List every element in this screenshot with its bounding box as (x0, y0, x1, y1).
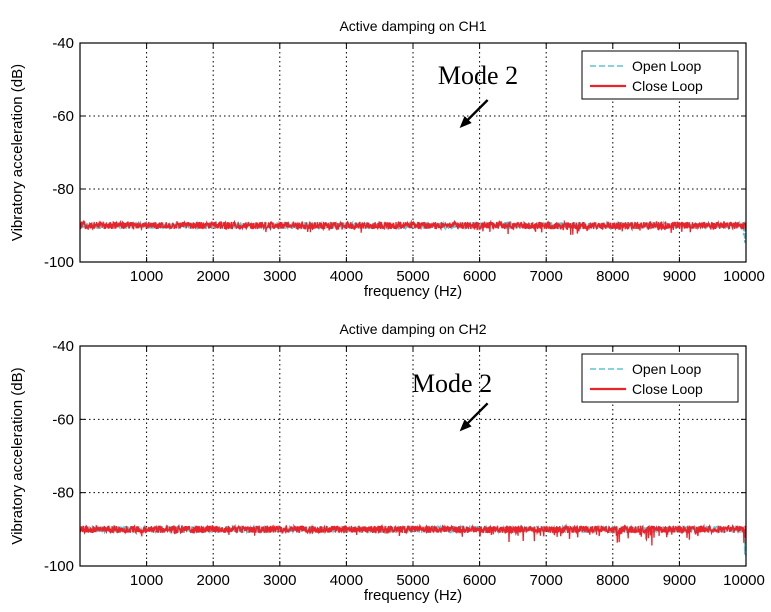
y-tick-label: -40 (52, 338, 74, 355)
legend-entry-open-loop: Open Loop (632, 58, 701, 74)
x-tick-label: 5000 (396, 572, 429, 589)
series-line-close-loop (80, 219, 746, 235)
x-tick-label: 9000 (663, 572, 696, 589)
legend: Open Loop Close Loop (581, 353, 739, 403)
x-tick-label: 10000 (723, 572, 765, 589)
legend-box (581, 353, 739, 403)
x-tick-label: 7000 (530, 268, 563, 285)
chart-title: Active damping on CH1 (339, 18, 486, 34)
y-tick-label: -100 (44, 558, 74, 575)
x-tick-label: 4000 (330, 268, 363, 285)
x-tick-label: 3000 (263, 268, 296, 285)
y-tick-label: -60 (52, 108, 74, 125)
x-tick-label: 7000 (530, 572, 563, 589)
y-axis-label: Vibratory acceleration (dB) (9, 64, 26, 241)
y-tick-label: -80 (52, 485, 74, 502)
x-tick-label: 5000 (396, 268, 429, 285)
x-axis-label: frequency (Hz) (364, 587, 462, 604)
y-tick-label: -80 (52, 181, 74, 198)
x-tick-label: 10000 (723, 268, 765, 285)
x-tick-label: 2000 (197, 572, 230, 589)
x-tick-label: 6000 (463, 572, 496, 589)
y-axis-label: Vibratory acceleration (dB) (9, 367, 26, 544)
y-tick-label: -100 (44, 254, 74, 271)
chart-title: Active damping on CH2 (339, 321, 486, 337)
x-tick-label: 9000 (663, 268, 696, 285)
x-tick-label: 1000 (130, 268, 163, 285)
x-tick-label: 8000 (596, 268, 629, 285)
x-tick-label: 3000 (263, 572, 296, 589)
plot-series-group (80, 219, 746, 244)
legend-entry-close-loop: Close Loop (632, 381, 703, 397)
y-tick-label: -40 (52, 35, 74, 52)
legend-box (581, 50, 739, 100)
legend: Open Loop Close Loop (581, 50, 739, 100)
chart-panel-2: Active damping on CH2 1000 2000 3000 4000 500… (9, 321, 765, 604)
chart-panel-1: Active damping on CH1 1000 2000 3000 4000 500… (9, 18, 765, 300)
annotation-arrow-head (459, 419, 472, 432)
annotation-arrow-head (459, 115, 472, 128)
x-tick-label: 6000 (463, 268, 496, 285)
annotation-mode-2: Mode 2 (438, 61, 518, 90)
x-tick-label: 8000 (596, 572, 629, 589)
plot-series-group (80, 523, 746, 557)
x-tick-label: 4000 (330, 572, 363, 589)
annotation-mode-2: Mode 2 (412, 369, 492, 398)
series-line-close-loop (80, 523, 746, 546)
x-tick-label: 1000 (130, 572, 163, 589)
x-axis-label: frequency (Hz) (364, 283, 462, 300)
legend-entry-close-loop: Close Loop (632, 78, 703, 94)
legend-entry-open-loop: Open Loop (632, 361, 701, 377)
y-tick-label: -60 (52, 411, 74, 428)
x-tick-label: 2000 (197, 268, 230, 285)
